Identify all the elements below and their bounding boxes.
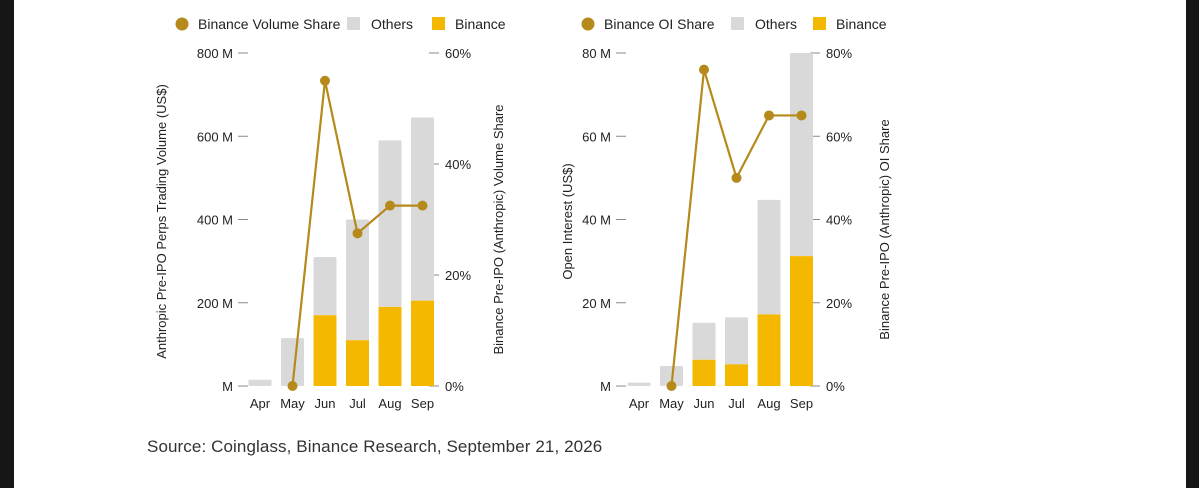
volume-x-tick-label: Sep — [411, 396, 434, 411]
oi-share-point — [796, 110, 807, 121]
oi-y-axis-right-title: Binance Pre-IPO (Anthropic) OI Share — [877, 119, 892, 339]
oi-x-tick-label: Apr — [629, 396, 650, 411]
volume-bar-binance-sep — [411, 300, 434, 386]
oi-legend-binance-swatch — [813, 17, 826, 30]
oi-share-point — [764, 110, 774, 121]
oi-share-point — [731, 172, 742, 183]
open-interest-chart: Binance OI Share Others Binance M 20 M 40 M 60… — [560, 16, 892, 411]
volume-x-tick-label: Jul — [349, 396, 366, 411]
oi-x-tick-label: May — [659, 396, 684, 411]
oi-legend-binance-label: Binance — [836, 16, 887, 32]
oi-right-tick-label: 80% — [826, 46, 852, 61]
volume-y-axis-right-title: Binance Pre-IPO (Anthropic) Volume Share — [491, 104, 506, 354]
volume-legend-binance-swatch — [432, 17, 445, 30]
oi-right-tick-label: 40% — [826, 213, 852, 228]
oi-left-tick-label: M — [600, 379, 611, 394]
volume-legend-others-label: Others — [371, 16, 413, 32]
volume-right-tick-label: 40% — [445, 157, 471, 172]
volume-bar-others-may — [281, 338, 304, 386]
volume-share-point — [385, 200, 395, 211]
oi-legend-others-label: Others — [755, 16, 797, 32]
volume-legend-share-marker — [175, 17, 189, 31]
window-edge-right — [1186, 0, 1199, 488]
volume-share-point — [352, 228, 363, 239]
oi-left-tick-label: 40 M — [582, 213, 611, 228]
oi-x-tick-label: Sep — [790, 396, 813, 411]
oi-bar-binance-aug — [757, 314, 781, 386]
oi-legend-others-swatch — [731, 17, 744, 30]
oi-right-tick-label: 0% — [826, 379, 845, 394]
volume-bar-binance-jul — [346, 340, 369, 386]
volume-bar-others-jul — [346, 219, 369, 341]
oi-legend-share-label: Binance OI Share — [604, 16, 715, 32]
oi-bar-others-jun — [692, 322, 716, 360]
volume-legend-share-label: Binance Volume Share — [198, 16, 341, 32]
volume-bar-others-jun — [313, 256, 337, 316]
volume-legend-others-swatch — [347, 17, 360, 30]
oi-bar-others-jul — [725, 317, 748, 365]
volume-chart: Binance Volume Share Others Binance M 200 M 4… — [154, 16, 506, 411]
oi-x-tick-label: Jul — [728, 396, 745, 411]
oi-left-tick-label: 20 M — [582, 296, 611, 311]
volume-right-tick-label: 0% — [445, 379, 464, 394]
oi-bar-binance-jul — [725, 364, 748, 386]
oi-share-point — [666, 381, 677, 391]
volume-x-tick-label: Aug — [378, 396, 401, 411]
oi-right-tick-label: 60% — [826, 129, 852, 144]
volume-bar-binance-aug — [378, 306, 402, 386]
volume-share-point — [320, 75, 330, 86]
volume-right-tick-label: 60% — [445, 46, 471, 61]
oi-x-tick-label: Aug — [757, 396, 780, 411]
volume-bar-others-aug — [378, 140, 402, 307]
oi-bar-others-sep — [790, 53, 813, 257]
volume-left-tick-label: 200 M — [197, 296, 233, 311]
oi-bar-others-apr — [627, 382, 651, 386]
volume-legend-binance-label: Binance — [455, 16, 506, 32]
oi-share-point — [699, 64, 709, 75]
volume-bar-others-apr — [248, 379, 272, 386]
volume-bar-binance-jun — [313, 315, 337, 386]
volume-left-tick-label: 600 M — [197, 129, 233, 144]
oi-y-axis-title: Open Interest (US$) — [560, 163, 575, 279]
oi-x-tick-label: Jun — [694, 396, 715, 411]
volume-left-tick-label: M — [222, 379, 233, 394]
oi-bar-binance-sep — [790, 256, 813, 386]
source-caption: Source: Coinglass, Binance Research, Sep… — [147, 437, 603, 456]
volume-share-point — [287, 381, 298, 391]
volume-x-tick-label: May — [280, 396, 305, 411]
oi-legend-share-marker — [581, 17, 595, 31]
figure-frame: Binance Volume Share Others Binance M 200 M 4… — [14, 0, 1186, 488]
volume-y-axis-title: Anthropic Pre-IPO Perps Trading Volume (… — [154, 84, 169, 359]
oi-bar-others-aug — [757, 199, 781, 315]
oi-bar-binance-jun — [692, 359, 716, 386]
volume-left-tick-label: 400 M — [197, 213, 233, 228]
window-edge-left — [0, 0, 14, 488]
oi-left-tick-label: 80 M — [582, 46, 611, 61]
volume-right-tick-label: 20% — [445, 268, 471, 283]
volume-share-point — [417, 200, 428, 211]
volume-x-tick-label: Apr — [250, 396, 271, 411]
oi-left-tick-label: 60 M — [582, 129, 611, 144]
volume-x-tick-label: Jun — [315, 396, 336, 411]
volume-left-tick-label: 800 M — [197, 46, 233, 61]
oi-right-tick-label: 20% — [826, 296, 852, 311]
